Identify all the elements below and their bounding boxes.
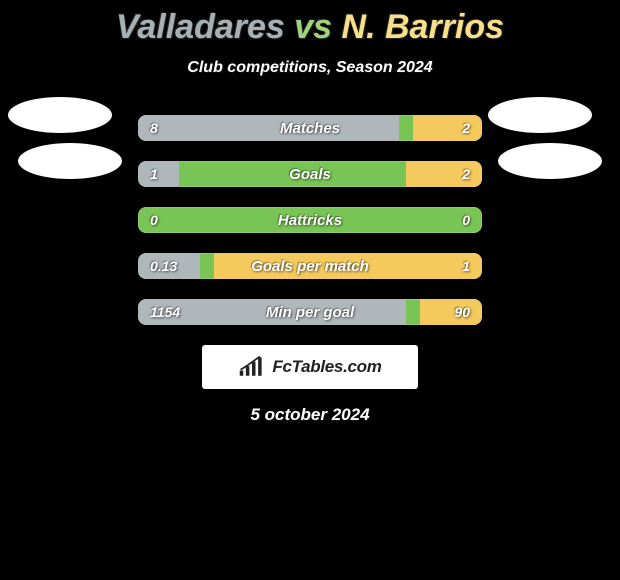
stat-label: Min per goal: [138, 299, 482, 325]
stat-row: 115490Min per goal: [138, 299, 482, 325]
subtitle: Club competitions, Season 2024: [0, 59, 620, 77]
stat-row: 00Hattricks: [138, 207, 482, 233]
stat-label: Matches: [138, 115, 482, 141]
stat-row: 0.131Goals per match: [138, 253, 482, 279]
title-left: Valladares: [116, 8, 285, 46]
stat-label: Goals per match: [138, 253, 482, 279]
fctables-badge[interactable]: FcTables.com: [202, 345, 418, 389]
stat-label: Hattricks: [138, 207, 482, 233]
avatar-placeholder-right-2: [498, 143, 602, 179]
stat-row: 82Matches: [138, 115, 482, 141]
stat-label: Goals: [138, 161, 482, 187]
page-title: Valladares vs N. Barrios: [0, 0, 620, 47]
title-right: N. Barrios: [342, 8, 505, 46]
avatar-placeholder-left-2: [18, 143, 122, 179]
comparison-chart: 82Matches 12Goals 00Hattricks 0.131Goals pe…: [0, 115, 620, 325]
stat-row: 12Goals: [138, 161, 482, 187]
avatar-placeholder-left-1: [8, 97, 112, 133]
fctables-logo-icon: [238, 356, 266, 378]
date-label: 5 october 2024: [0, 405, 620, 425]
title-mid: vs: [294, 8, 332, 46]
badge-text: FcTables.com: [272, 357, 381, 377]
avatar-placeholder-right-1: [488, 97, 592, 133]
